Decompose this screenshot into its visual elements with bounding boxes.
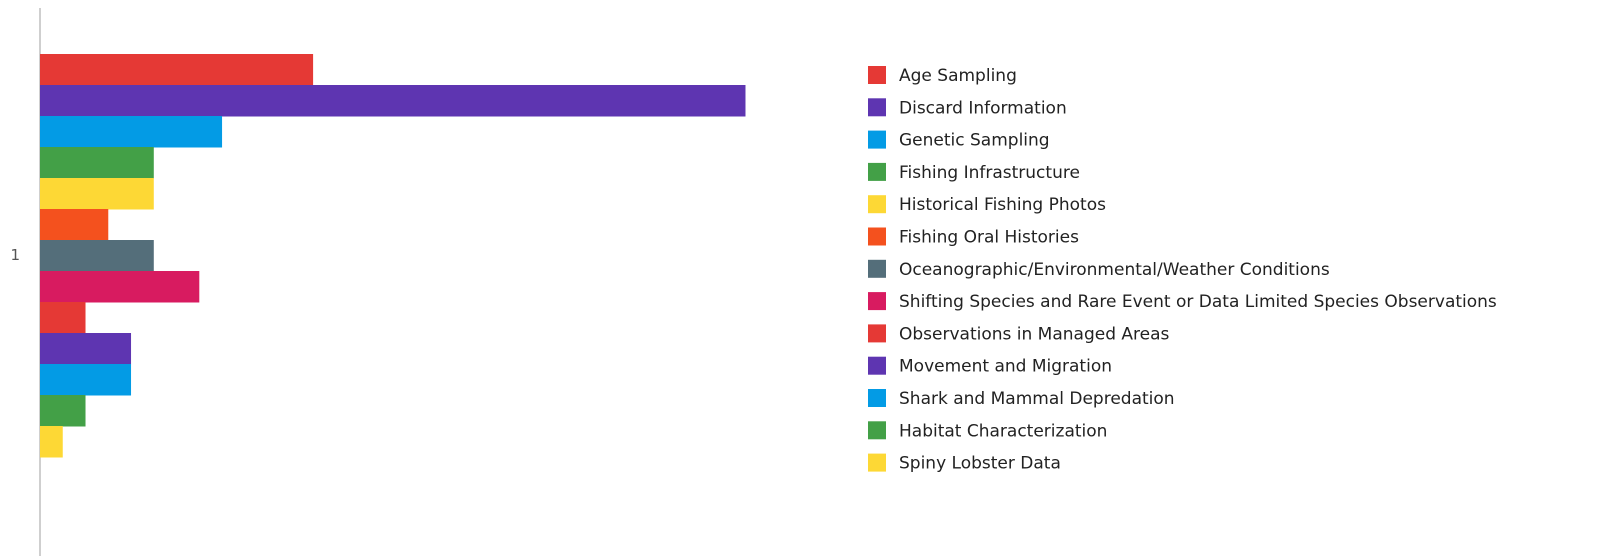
legend-item-observations-in-managed-areas: Observations in Managed Areas xyxy=(868,324,1170,344)
legend-label: Fishing Oral Histories xyxy=(899,228,1079,248)
legend-item-shark-and-mammal-depredation: Shark and Mammal Depredation xyxy=(868,389,1175,409)
legend-swatch xyxy=(868,195,886,214)
legend-label: Shark and Mammal Depredation xyxy=(899,389,1175,409)
legend-item-oceanographic-environmental-weather-conditions: Oceanographic/Environmental/Weather Cond… xyxy=(868,259,1330,280)
legend-item-fishing-oral-histories: Fishing Oral Histories xyxy=(868,227,1079,248)
legend-label: Oceanographic/Environmental/Weather Cond… xyxy=(899,260,1330,280)
legend-swatch xyxy=(868,162,886,181)
bar-fishing-oral-histories xyxy=(40,209,109,241)
legend-label: Discard Information xyxy=(899,98,1067,118)
legend-swatch xyxy=(868,356,886,375)
legend-item-fishing-infrastructure: Fishing Infrastructure xyxy=(868,162,1080,183)
legend-swatch xyxy=(868,292,886,311)
legend-label: Spiny Lobster Data xyxy=(899,454,1061,474)
legend-swatch xyxy=(868,130,886,149)
legend-swatch xyxy=(868,421,886,440)
legend-label: Observations in Managed Areas xyxy=(899,324,1170,344)
bar-discard-information xyxy=(40,85,746,117)
legend-label: Historical Fishing Photos xyxy=(899,195,1106,215)
y-tick-label: 1 xyxy=(10,246,20,264)
bar-movement-and-migration xyxy=(40,333,132,365)
legend: Age Sampling Discard Information Genetic S… xyxy=(868,66,1497,474)
bar-oceanographic-environmental-weather-conditions xyxy=(40,240,154,272)
bar-fishing-infrastructure xyxy=(40,147,154,179)
bar-spiny-lobster-data xyxy=(40,426,63,458)
legend-label: Fishing Infrastructure xyxy=(899,163,1080,183)
bar-habitat-characterization xyxy=(40,395,86,427)
legend-label: Shifting Species and Rare Event or Data … xyxy=(899,292,1497,312)
legend-label: Movement and Migration xyxy=(899,357,1112,377)
legend-item-genetic-sampling: Genetic Sampling xyxy=(868,130,1050,151)
legend-label: Age Sampling xyxy=(899,66,1017,86)
bar-shifting-species-and-rare-event-or-data-limited-species-observations xyxy=(40,271,200,303)
bar-age-sampling xyxy=(40,54,314,86)
bar-observations-in-managed-areas xyxy=(40,302,86,334)
legend-swatch xyxy=(868,98,886,117)
bar-genetic-sampling xyxy=(40,116,223,148)
bar-shark-and-mammal-depredation xyxy=(40,364,132,396)
legend-swatch xyxy=(868,453,886,472)
legend-swatch xyxy=(868,389,886,407)
legend-swatch xyxy=(868,66,886,84)
bar-historical-fishing-photos xyxy=(40,178,154,210)
legend-item-discard-information: Discard Information xyxy=(868,98,1067,118)
legend-item-movement-and-migration: Movement and Migration xyxy=(868,356,1112,377)
legend-item-shifting-species-and-rare-event-or-data-limited-species-observations: Shifting Species and Rare Event or Data … xyxy=(868,292,1497,312)
legend-label: Habitat Characterization xyxy=(899,421,1107,441)
legend-item-age-sampling: Age Sampling xyxy=(868,66,1017,86)
legend-swatch xyxy=(868,324,886,343)
legend-swatch xyxy=(868,227,886,246)
legend-label: Genetic Sampling xyxy=(899,131,1050,151)
legend-item-spiny-lobster-data: Spiny Lobster Data xyxy=(868,453,1061,474)
legend-item-historical-fishing-photos: Historical Fishing Photos xyxy=(868,195,1106,215)
bars-group xyxy=(40,54,746,458)
legend-item-habitat-characterization: Habitat Characterization xyxy=(868,421,1107,441)
legend-swatch xyxy=(868,259,886,278)
